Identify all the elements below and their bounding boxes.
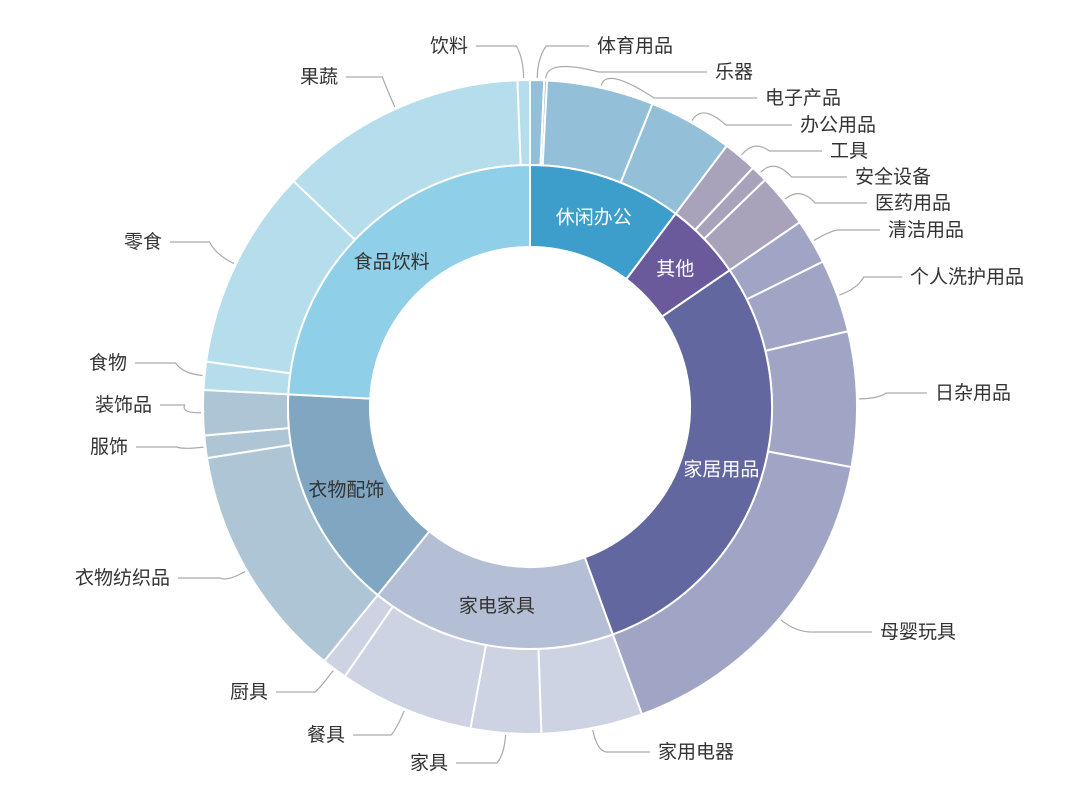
leader-line [691, 112, 792, 126]
outer-label: 母婴玩具 [880, 621, 956, 643]
inner-slice[interactable] [287, 163, 531, 400]
inner-label: 家电家具 [459, 595, 535, 617]
inner-label: 家居用品 [683, 458, 759, 480]
leader-line [160, 404, 202, 414]
outer-label: 食物 [89, 352, 127, 374]
outer-label: 安全设备 [855, 166, 931, 188]
inner-slice[interactable] [583, 268, 773, 636]
inner-ring [287, 163, 773, 650]
leader-line [839, 276, 902, 296]
outer-label: 餐具 [307, 724, 345, 746]
labels: 体育用品乐器电子产品办公用品工具安全设备医药用品清洁用品个人洗护用品日杂用品母婴… [75, 35, 1024, 774]
outer-ring [202, 78, 858, 735]
outer-label: 家用电器 [658, 741, 734, 763]
outer-label: 果蔬 [300, 66, 338, 88]
leader-line [346, 76, 396, 108]
leader-line [456, 735, 507, 764]
leader-line [780, 619, 872, 633]
outer-label: 家具 [410, 752, 448, 774]
leader-line [170, 241, 235, 265]
leader-line [178, 570, 246, 580]
outer-label: 体育用品 [597, 35, 673, 57]
leader-line [545, 65, 707, 79]
leader-line [276, 670, 334, 693]
outer-label: 乐器 [715, 61, 753, 83]
leader-line [600, 77, 757, 99]
outer-label: 服饰 [90, 436, 128, 458]
leader-line [353, 710, 405, 736]
leader-line [813, 229, 880, 242]
outer-label: 厨具 [230, 681, 268, 703]
outer-label: 办公用品 [800, 114, 876, 136]
outer-label: 工具 [830, 140, 868, 162]
leader-line [760, 165, 847, 178]
leader-line [476, 45, 525, 79]
leader-line [741, 145, 822, 156]
outer-label: 医药用品 [875, 192, 951, 214]
outer-label: 零食 [124, 231, 162, 253]
outer-slice[interactable] [202, 388, 291, 437]
inner-label: 休闲办公 [556, 206, 632, 228]
outer-slice[interactable] [764, 330, 858, 469]
leader-line [592, 729, 650, 753]
leader-lines [135, 45, 927, 764]
outer-label: 清洁用品 [888, 219, 964, 241]
inner-label: 食品饮料 [354, 251, 430, 273]
leader-line [135, 362, 203, 377]
outer-slice[interactable] [516, 78, 531, 167]
outer-label: 装饰品 [95, 394, 152, 416]
leader-line [858, 392, 927, 400]
outer-label: 饮料 [430, 35, 468, 57]
outer-label: 日杂用品 [935, 382, 1011, 404]
outer-label: 个人洗护用品 [910, 266, 1024, 288]
outer-label: 电子产品 [765, 87, 841, 109]
leader-line [536, 45, 589, 79]
inner-label: 其他 [656, 258, 694, 280]
inner-label: 衣物配饰 [308, 479, 384, 501]
leader-line [136, 446, 204, 449]
outer-label: 衣物纺织品 [75, 567, 170, 589]
leader-line [784, 193, 867, 204]
